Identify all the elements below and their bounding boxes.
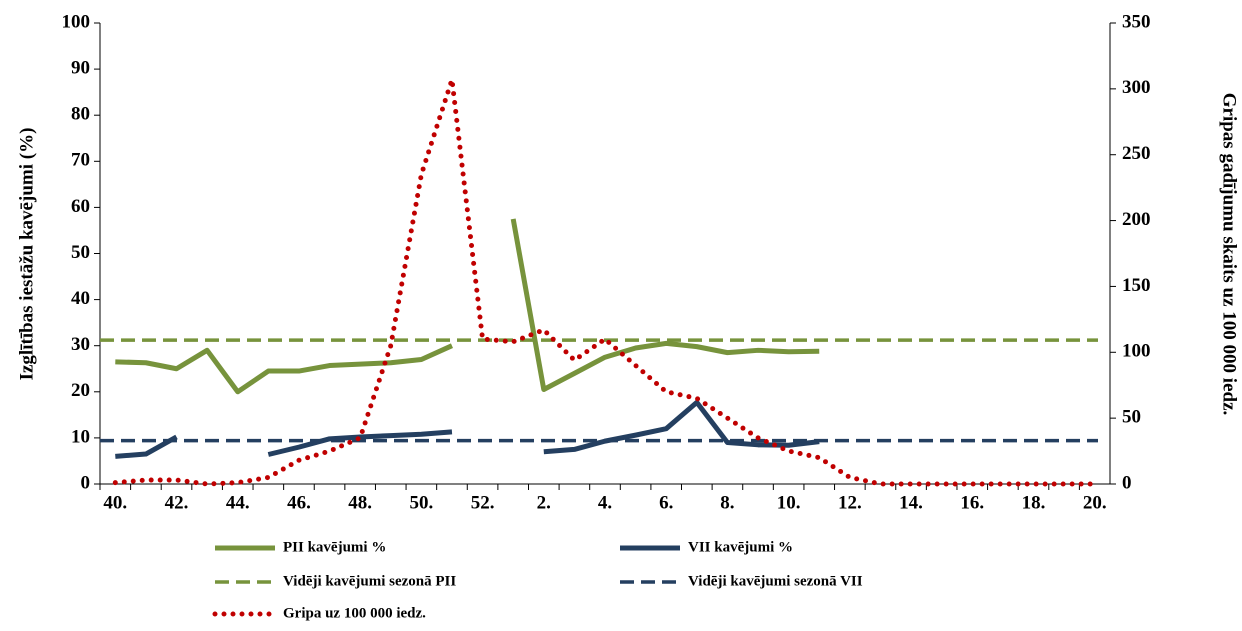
x-tick-label: 40. (103, 492, 127, 513)
legend-label: PII kavējumi % (283, 539, 386, 555)
y-tick-label: 80 (71, 104, 90, 125)
y2-tick-label: 200 (1122, 209, 1151, 230)
y2-tick-label: 150 (1122, 275, 1151, 296)
y-tick-label: 0 (81, 472, 91, 493)
x-tick-label: 4. (598, 492, 612, 513)
y-tick-label: 90 (71, 57, 90, 78)
x-tick-label: 16. (960, 492, 984, 513)
x-tick-label: 50. (409, 492, 433, 513)
legend-label: Vidēji kavējumi sezonā VII (688, 573, 863, 589)
y2-tick-label: 100 (1122, 341, 1151, 362)
x-tick-label: 12. (838, 492, 862, 513)
legend-label: Gripa uz 100 000 iedz. (283, 605, 426, 621)
series-line (112, 77, 1098, 487)
y-tick-label: 40 (71, 288, 90, 309)
x-tick-label: 20. (1083, 492, 1107, 513)
y-tick-label: 50 (71, 242, 90, 263)
x-tick-label: 2. (537, 492, 551, 513)
y-tick-label: 100 (62, 11, 91, 32)
y2-tick-label: 250 (1122, 143, 1151, 164)
x-tick-label: 10. (777, 492, 801, 513)
x-tick-label: 8. (720, 492, 734, 513)
x-tick-label: 42. (165, 492, 189, 513)
y2-tick-label: 0 (1122, 472, 1132, 493)
y-tick-label: 20 (71, 380, 90, 401)
x-tick-label: 48. (348, 492, 372, 513)
legend-label: VII kavējumi % (688, 539, 793, 555)
y2-tick-label: 350 (1122, 11, 1151, 32)
y-tick-label: 70 (71, 150, 90, 171)
y2-tick-label: 50 (1122, 407, 1141, 428)
x-tick-label: 52. (471, 492, 495, 513)
y-tick-label: 30 (71, 334, 90, 355)
series-line (115, 218, 820, 395)
y-axis-title: Izglītības iestāžu kavējumi (%) (16, 128, 37, 381)
x-tick-label: 46. (287, 492, 311, 513)
x-tick-label: 18. (1022, 492, 1046, 513)
y2-axis-title: Gripas gadījumu skaits uz 100 000 iedz. (1219, 93, 1240, 416)
legend-label: Vidēji kavējumi sezonā PII (283, 573, 456, 589)
y-tick-label: 10 (71, 426, 90, 447)
x-tick-label: 14. (899, 492, 923, 513)
x-tick-label: 6. (659, 492, 673, 513)
y-tick-label: 60 (71, 196, 90, 217)
y2-tick-label: 300 (1122, 77, 1151, 98)
x-tick-label: 44. (226, 492, 250, 513)
